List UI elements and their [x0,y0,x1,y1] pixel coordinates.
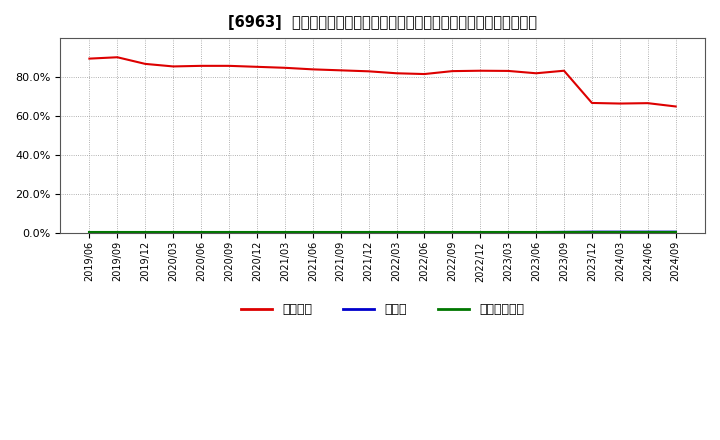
のれん [671,229,680,235]
のれん [448,229,456,235]
のれん [532,229,541,235]
繰延税金資産 [559,229,568,235]
繰延税金資産 [644,229,652,235]
繰延税金資産 [225,229,233,235]
自己資本 [308,67,317,72]
のれん [559,229,568,235]
自己資本 [392,71,401,76]
繰延税金資産 [169,229,178,235]
自己資本 [253,64,261,70]
自己資本 [588,100,596,106]
繰延税金資産 [197,229,205,235]
自己資本 [671,104,680,109]
のれん [85,230,94,235]
繰延税金資産 [476,229,485,235]
自己資本 [141,61,150,66]
繰延税金資産 [616,229,624,235]
繰延税金資産 [85,229,94,235]
のれん [588,229,596,235]
自己資本 [504,68,513,73]
のれん [616,229,624,235]
自己資本 [113,55,122,60]
自己資本 [616,101,624,106]
繰延税金資産 [113,229,122,235]
のれん [420,230,428,235]
のれん [644,229,652,235]
のれん [364,230,373,235]
自己資本 [448,69,456,74]
のれん [336,230,345,235]
繰延税金資産 [504,229,513,235]
自己資本 [85,56,94,61]
繰延税金資産 [392,229,401,235]
のれん [308,230,317,235]
のれん [281,230,289,235]
繰延税金資産 [308,229,317,235]
繰延税金資産 [364,229,373,235]
のれん [197,230,205,235]
自己資本 [644,100,652,106]
Line: 自己資本: 自己資本 [89,57,675,106]
自己資本 [336,68,345,73]
のれん [113,230,122,235]
Legend: 自己資本, のれん, 繰延税金資産: 自己資本, のれん, 繰延税金資産 [235,298,529,321]
自己資本 [559,68,568,73]
繰延税金資産 [671,229,680,235]
繰延税金資産 [588,229,596,235]
のれん [253,230,261,235]
繰延税金資産 [281,229,289,235]
のれん [504,229,513,235]
繰延税金資産 [253,229,261,235]
繰延税金資産 [448,229,456,235]
自己資本 [225,63,233,69]
Title: [6963]  自己資本、のれん、繰延税金資産の総資産に対する比率の推移: [6963] 自己資本、のれん、繰延税金資産の総資産に対する比率の推移 [228,15,537,30]
のれん [141,230,150,235]
自己資本 [169,64,178,69]
繰延税金資産 [532,229,541,235]
自己資本 [532,71,541,76]
繰延税金資産 [336,229,345,235]
のれん [392,230,401,235]
繰延税金資産 [420,229,428,235]
繰延税金資産 [141,229,150,235]
Line: のれん: のれん [89,232,675,233]
のれん [225,230,233,235]
自己資本 [281,65,289,70]
のれん [169,230,178,235]
のれん [476,229,485,235]
自己資本 [420,71,428,77]
自己資本 [476,68,485,73]
自己資本 [197,63,205,69]
自己資本 [364,69,373,74]
